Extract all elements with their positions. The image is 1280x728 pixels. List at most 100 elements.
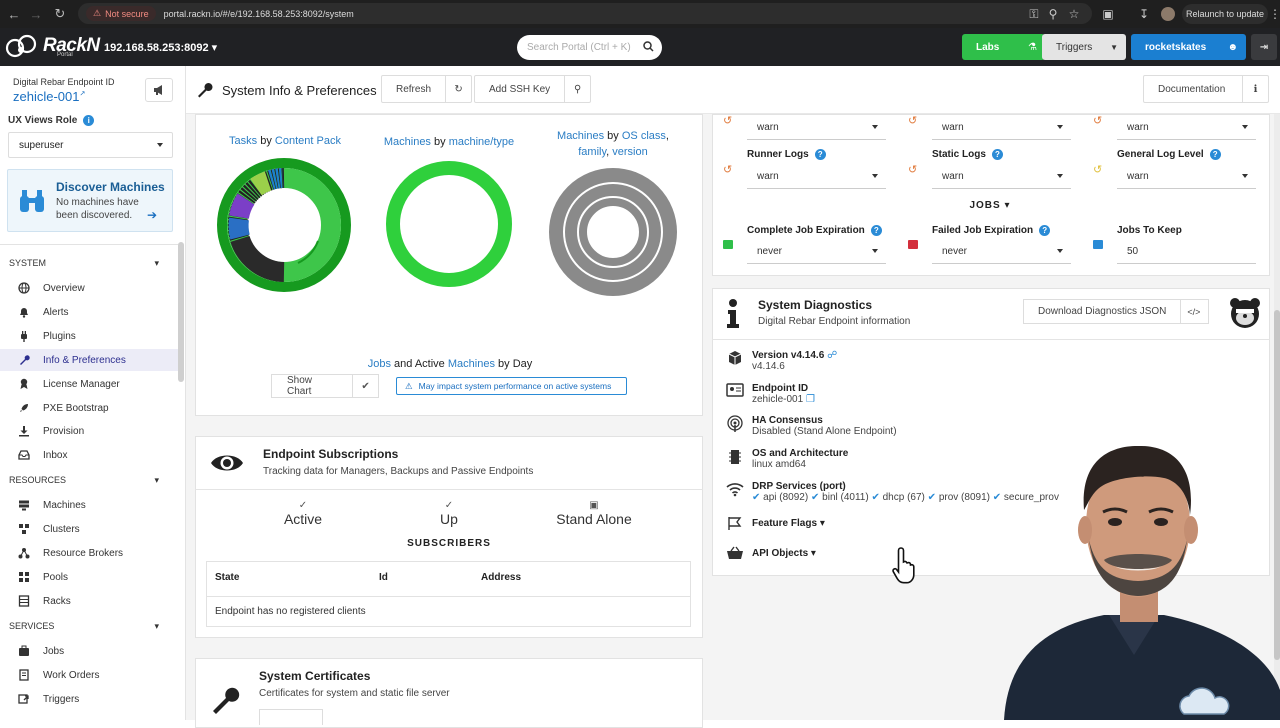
zoom-icon[interactable]: ⚲ bbox=[1048, 7, 1058, 21]
info-icon[interactable]: i bbox=[83, 115, 95, 126]
nav-item-plugins[interactable]: Plugins bbox=[0, 325, 178, 347]
column-header-id[interactable]: Id bbox=[379, 572, 388, 583]
nav-item-overview[interactable]: Overview bbox=[0, 277, 178, 299]
address-bar[interactable]: ⚠ Not secure portal.rackn.io/#/e/192.168… bbox=[78, 3, 1092, 24]
nav-item-alerts[interactable]: Alerts bbox=[0, 301, 178, 323]
wifi-icon bbox=[724, 481, 746, 503]
bookmark-star-icon[interactable]: ☆ bbox=[1068, 7, 1080, 21]
add-ssh-key-button[interactable]: Add SSH Key ⚲ bbox=[474, 75, 592, 103]
help-icon[interactable]: ? bbox=[1209, 149, 1221, 160]
content-scrollbar-thumb[interactable] bbox=[1274, 310, 1280, 660]
nav-item-pools[interactable]: Pools bbox=[0, 566, 178, 588]
forward-icon[interactable]: → bbox=[29, 6, 43, 22]
subscriptions-title: Endpoint Subscriptions bbox=[263, 447, 399, 461]
logout-button[interactable]: ⇥ bbox=[1251, 34, 1277, 60]
reload-icon[interactable]: ↻ bbox=[54, 6, 66, 21]
key-icon: ⚲ bbox=[564, 76, 590, 102]
inbox-icon bbox=[17, 448, 31, 462]
section-resources[interactable]: RESOURCES ▾ bbox=[9, 475, 159, 485]
nav-item-info-preferences[interactable]: Info & Preferences bbox=[0, 349, 178, 371]
triggers-dropdown[interactable]: Triggers ▼ bbox=[1042, 34, 1126, 60]
log-reset-icon[interactable]: ↺ bbox=[908, 115, 918, 127]
nav-item-license-manager[interactable]: License Manager bbox=[0, 373, 178, 395]
jobs-to-keep-input[interactable]: 50 bbox=[1117, 240, 1256, 264]
column-header-address[interactable]: Address bbox=[481, 572, 522, 583]
check-icon: ✓ bbox=[298, 500, 308, 511]
certificates-button[interactable] bbox=[259, 709, 323, 725]
complete-job-expiration-select[interactable]: never bbox=[747, 240, 886, 264]
user-menu-button[interactable]: rocketskates ☻ bbox=[1131, 34, 1246, 60]
nav-item-work-orders[interactable]: Work Orders bbox=[0, 664, 178, 686]
section-system[interactable]: SYSTEM ▾ bbox=[9, 258, 159, 268]
nav-item-jobs[interactable]: Jobs bbox=[0, 640, 178, 662]
help-icon[interactable]: ? bbox=[991, 149, 1003, 160]
nav-item-triggers[interactable]: Triggers bbox=[0, 688, 178, 710]
jobs-section-toggle[interactable]: JOBS ▾ bbox=[969, 200, 1011, 211]
chevron-down-icon bbox=[1057, 249, 1063, 253]
log-level-select[interactable]: warn bbox=[932, 116, 1071, 140]
chevron-down-icon bbox=[1242, 125, 1248, 129]
feature-flags-toggle[interactable]: Feature Flags ▾ bbox=[724, 516, 825, 530]
help-icon[interactable]: ? bbox=[1039, 225, 1051, 236]
profile-avatar[interactable] bbox=[1158, 4, 1178, 24]
nav-item-racks[interactable]: Racks bbox=[0, 590, 178, 612]
nav-item-pxe-bootstrap[interactable]: PXE Bootstrap bbox=[0, 397, 178, 419]
nav-item-resource-brokers[interactable]: Resource Brokers bbox=[0, 542, 178, 564]
section-services[interactable]: SERVICES ▾ bbox=[9, 621, 159, 631]
not-secure-badge[interactable]: ⚠ Not secure bbox=[86, 6, 156, 21]
caret-down-icon: ▾ bbox=[154, 475, 159, 485]
rackn-logo[interactable]: RackN Portal bbox=[5, 34, 100, 58]
download-diagnostics-button[interactable]: Download Diagnostics JSON </> bbox=[1023, 299, 1209, 324]
help-icon[interactable]: ? bbox=[814, 149, 826, 160]
discover-text: No machines have been discovered. bbox=[56, 197, 139, 221]
arrow-right-icon: ➔ bbox=[147, 208, 158, 222]
megaphone-button[interactable] bbox=[145, 78, 173, 102]
log-level-select[interactable]: warn bbox=[1117, 116, 1256, 140]
nav-item-inbox[interactable]: Inbox bbox=[0, 444, 178, 466]
log-reset-icon[interactable]: ↺ bbox=[1093, 115, 1103, 127]
endpoint-selector[interactable]: 192.168.58.253:8092 ▾ bbox=[104, 42, 218, 54]
relaunch-button[interactable]: Relaunch to update bbox=[1182, 4, 1268, 24]
show-chart-button[interactable]: Show Chart ✔ bbox=[271, 374, 379, 398]
nav-item-clusters[interactable]: Clusters bbox=[0, 518, 178, 540]
code-icon: </> bbox=[1180, 300, 1206, 323]
divider bbox=[206, 596, 691, 597]
key-icon[interactable]: ⚿ bbox=[1029, 6, 1039, 21]
failed-job-expiration-label: Failed Job Expiration? bbox=[932, 225, 1051, 236]
copy-icon[interactable]: ❐ bbox=[805, 394, 815, 405]
help-icon[interactable]: ? bbox=[870, 225, 882, 236]
info-icon bbox=[727, 299, 739, 328]
nav-item-provision[interactable]: Provision bbox=[0, 420, 178, 442]
endpoint-id-link[interactable]: zehicle-001↗ bbox=[13, 89, 86, 104]
sidebar-scrollbar[interactable] bbox=[178, 242, 184, 382]
link-icon[interactable]: ☍ bbox=[827, 350, 838, 361]
log-reset-icon[interactable]: ↺ bbox=[908, 164, 918, 176]
log-reset-icon[interactable]: ↺ bbox=[723, 115, 733, 127]
general-log-level-select[interactable]: warn bbox=[1117, 165, 1256, 189]
diag-os-architecture: OS and Architecture linux amd64 bbox=[724, 448, 848, 470]
refresh-button[interactable]: Refresh ↻ bbox=[381, 75, 473, 103]
search-input[interactable]: Search Portal (Ctrl + K) bbox=[517, 35, 662, 60]
static-logs-select[interactable]: warn bbox=[932, 165, 1071, 189]
server-icon bbox=[17, 498, 31, 512]
endpoint-id-label: Digital Rebar Endpoint ID bbox=[13, 77, 115, 87]
extensions-icon[interactable]: ▣ bbox=[1102, 7, 1114, 21]
chevron-down-icon bbox=[872, 125, 878, 129]
labs-button[interactable]: Labs ⚗ bbox=[962, 34, 1045, 60]
log-level-select[interactable]: warn bbox=[747, 116, 886, 140]
failed-job-expiration-select[interactable]: never bbox=[932, 240, 1071, 264]
column-header-state[interactable]: State bbox=[215, 572, 240, 583]
back-icon[interactable]: ← bbox=[7, 6, 21, 22]
discover-machines-card[interactable]: Discover Machines No machines have been … bbox=[7, 169, 173, 232]
nav-item-machines[interactable]: Machines bbox=[0, 494, 178, 516]
check-icon: ✓ bbox=[444, 500, 454, 511]
runner-logs-select[interactable]: warn bbox=[747, 165, 886, 189]
basket-icon bbox=[724, 546, 746, 560]
log-reset-icon[interactable]: ↺ bbox=[723, 164, 733, 176]
api-objects-toggle[interactable]: API Objects ▾ bbox=[724, 546, 816, 560]
download-icon[interactable]: ↧ bbox=[1138, 7, 1150, 21]
documentation-button[interactable]: Documentation ℹ bbox=[1143, 75, 1269, 103]
menu-icon[interactable]: ⋮ bbox=[1269, 7, 1280, 21]
log-reset-icon[interactable]: ↺ bbox=[1093, 164, 1103, 176]
ux-role-select[interactable]: superuser bbox=[8, 132, 173, 158]
